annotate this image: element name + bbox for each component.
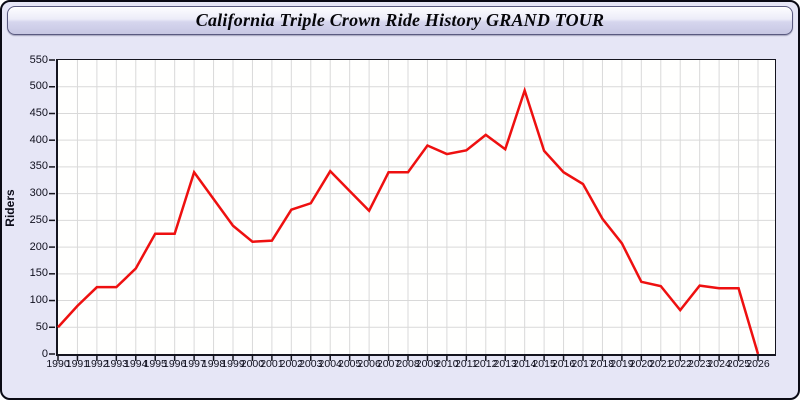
x-tick-label: 2025 bbox=[726, 358, 751, 370]
x-tick-label: 2009 bbox=[415, 358, 440, 370]
x-tick-label: 2004 bbox=[318, 358, 342, 370]
x-tick-label: 2006 bbox=[357, 358, 381, 370]
x-tick-label: 2018 bbox=[590, 358, 615, 370]
x-tick-label: 2003 bbox=[299, 358, 323, 370]
x-tick-label: 1994 bbox=[124, 358, 148, 370]
x-tick-label: 1997 bbox=[182, 358, 206, 370]
y-axis-title: Riders bbox=[3, 189, 17, 227]
x-tick-label: 2008 bbox=[396, 358, 420, 370]
x-tick-label: 1992 bbox=[85, 358, 109, 370]
x-tick-label: 2002 bbox=[279, 358, 304, 370]
y-tick-label: 200 bbox=[29, 240, 48, 253]
x-tick-label: 2021 bbox=[649, 358, 673, 370]
y-tick-label: 0 bbox=[41, 347, 48, 360]
x-tick-label: 2010 bbox=[435, 358, 459, 370]
y-tick-label: 100 bbox=[29, 294, 48, 307]
x-tick-label: 1990 bbox=[46, 358, 70, 370]
x-tick-label: 2019 bbox=[610, 358, 634, 370]
x-tick-label: 2016 bbox=[551, 358, 576, 370]
y-tick-label: 400 bbox=[29, 133, 48, 146]
y-tick-label: 350 bbox=[29, 160, 48, 173]
x-tick-label: 2001 bbox=[260, 358, 284, 370]
line-chart-svg bbox=[49, 59, 775, 361]
x-tick-label: 2017 bbox=[571, 358, 595, 370]
x-tick-label: 2026 bbox=[746, 358, 770, 370]
title-bar: California Triple Crown Ride History GRA… bbox=[7, 6, 793, 35]
data-line-riders bbox=[57, 86, 760, 355]
x-tick-label: 2013 bbox=[493, 358, 517, 370]
x-tick-label: 2015 bbox=[532, 358, 556, 370]
y-tick-label: 250 bbox=[29, 213, 48, 226]
x-tick-label: 2012 bbox=[474, 358, 498, 370]
x-tick-label: 2011 bbox=[455, 358, 478, 370]
x-tick-label: 2007 bbox=[376, 358, 401, 370]
x-tick-label: 2020 bbox=[629, 358, 654, 370]
x-tick-label: 1991 bbox=[65, 358, 90, 370]
x-tick-label: 2005 bbox=[337, 358, 362, 370]
x-tick-label: 1999 bbox=[221, 358, 245, 370]
x-tick-label: 1995 bbox=[143, 358, 167, 370]
y-tick-label: 500 bbox=[29, 80, 48, 93]
y-tick-label: 550 bbox=[29, 53, 48, 66]
x-tick-label: 2014 bbox=[512, 358, 537, 370]
x-tick-label: 1993 bbox=[104, 358, 129, 370]
y-tick-label: 50 bbox=[35, 320, 48, 333]
x-tick-label: 2024 bbox=[707, 358, 731, 370]
y-tick-label: 300 bbox=[29, 187, 48, 200]
y-tick-label: 150 bbox=[29, 267, 48, 280]
page-title: California Triple Crown Ride History GRA… bbox=[195, 10, 605, 30]
x-tick-label: 2000 bbox=[240, 358, 265, 370]
x-tick-label: 2022 bbox=[668, 358, 692, 370]
y-tick-label: 450 bbox=[29, 106, 48, 119]
plot-area bbox=[49, 59, 776, 361]
x-tick-label: 1998 bbox=[201, 358, 226, 370]
x-tick-label: 1996 bbox=[162, 358, 187, 370]
x-tick-label: 2023 bbox=[687, 358, 712, 370]
